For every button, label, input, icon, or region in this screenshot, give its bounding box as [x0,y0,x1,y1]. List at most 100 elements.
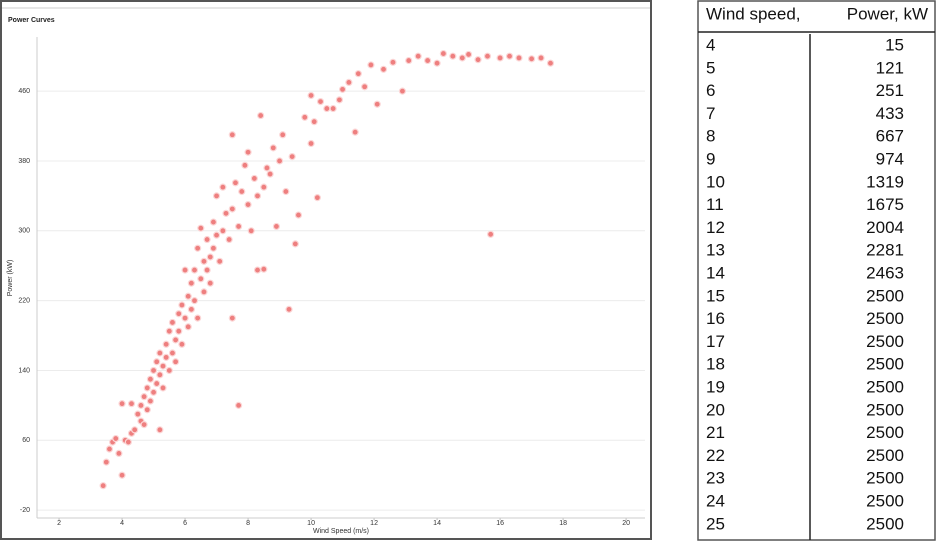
table-cell: 18 [706,355,725,374]
table-cell: 2500 [866,446,904,465]
point [424,56,432,65]
point [206,253,214,261]
table-cell: 10 [706,172,725,191]
point [338,85,347,93]
point [190,297,199,305]
y-tick-label: 140 [18,367,30,374]
point [219,227,227,235]
point [175,327,183,335]
point [313,194,321,202]
point [291,240,299,248]
table-cell: 2500 [866,491,904,510]
table-cell: 2281 [866,241,904,260]
point [181,314,189,322]
point [354,70,362,78]
table-cell: 14 [706,263,725,282]
point [367,61,375,69]
point [124,438,132,446]
table-cell: 11 [706,195,724,214]
point [203,266,211,274]
point [250,174,258,183]
table-cell: 2500 [866,286,904,305]
point [194,314,202,322]
chart-panel [0,0,652,540]
point [206,279,214,287]
table-cell: 2500 [866,423,904,442]
point [433,59,441,67]
point [515,54,523,62]
point [398,87,407,95]
point [414,52,422,60]
table-cell: 2500 [866,514,904,533]
table-cell: 9 [706,149,715,168]
point [263,164,271,172]
point [266,170,274,178]
point [483,52,492,60]
point [335,96,344,104]
point [105,445,114,453]
table-cell: 4 [706,35,715,54]
chart-title: Power Curves [8,17,55,24]
point [172,358,180,366]
point [159,362,167,370]
table-cell: 667 [876,127,904,146]
point [219,183,227,191]
table-cell: 22 [706,446,725,465]
point [225,235,233,244]
y-axis-label: Power (kW) [7,260,14,297]
table-cell: 12 [706,218,725,237]
point [323,104,331,113]
table-cell: 13 [706,241,725,260]
table-cell: 2500 [866,400,904,419]
x-tick-label: 16 [496,520,504,527]
point [537,54,545,62]
table-cell: 2463 [866,263,904,282]
point [118,471,126,479]
point [212,192,221,200]
point [143,384,151,392]
point [140,420,148,429]
point [209,244,218,252]
point [272,222,281,231]
table-cell: 17 [706,332,725,351]
table-cell: 6 [706,81,715,100]
point [156,371,164,379]
point [216,257,224,265]
x-axis-label: Wind Speed (m/s) [313,528,369,535]
point [269,144,277,152]
point [373,100,381,108]
y-tick-label: -20 [20,507,30,514]
table-cell: 2500 [866,332,904,351]
point [282,187,290,196]
point [194,244,202,252]
y-tick-label: 460 [18,88,30,95]
point [153,358,161,366]
point [99,482,107,490]
point [222,209,230,217]
point [184,323,192,331]
point [458,54,466,62]
point [275,157,284,165]
point [102,458,110,466]
point [153,379,161,388]
point [178,340,186,348]
y-tick-label: 220 [18,297,30,304]
point [162,353,170,361]
point [118,400,126,408]
x-tick-label: 4 [120,520,124,527]
point [285,305,293,313]
point [257,111,265,120]
point [379,65,388,73]
table-cell: 433 [876,104,904,123]
table-cell: 7 [706,104,715,123]
x-tick-label: 20 [622,520,630,527]
point [244,201,252,209]
point [307,91,315,100]
point [149,388,158,396]
x-tick-label: 10 [307,520,315,527]
point [149,366,158,375]
point [238,187,246,196]
point [449,52,457,60]
